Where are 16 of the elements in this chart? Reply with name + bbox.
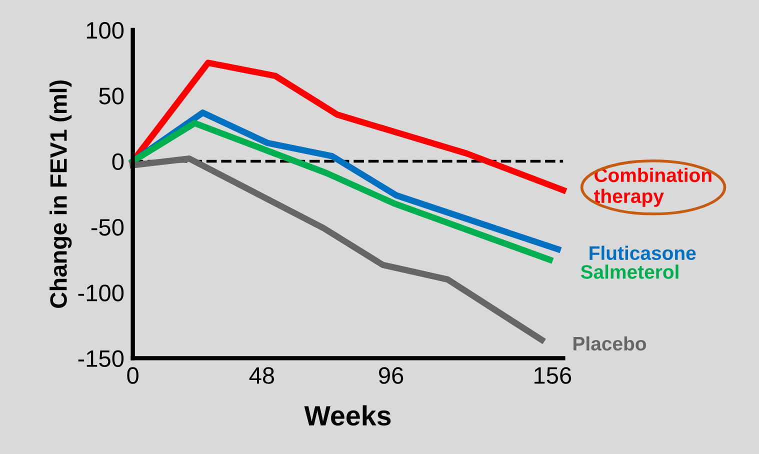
series-label: Salmeterol [580,264,678,279]
series-label: Fluticasone [590,246,696,260]
x-tick-label: 48 [249,367,274,384]
y-tick-label: 100 [86,22,124,39]
y-tick-label: -150 [78,350,124,367]
series-label: Combination therapy [594,168,712,207]
x-tick-label: 0 [127,367,138,384]
series-label: Placebo [574,336,646,351]
y-tick-label: -100 [78,284,124,302]
y-tick-label: -50 [91,218,124,236]
x-tick-label: 96 [379,367,404,384]
x-tick-label: 156 [534,367,572,384]
y-axis-title: Change in FEV1 (ml) [50,80,72,308]
y-tick-label: 50 [99,88,124,104]
y-tick-label: 0 [112,153,124,170]
x-axis-title: Weeks [304,405,391,426]
